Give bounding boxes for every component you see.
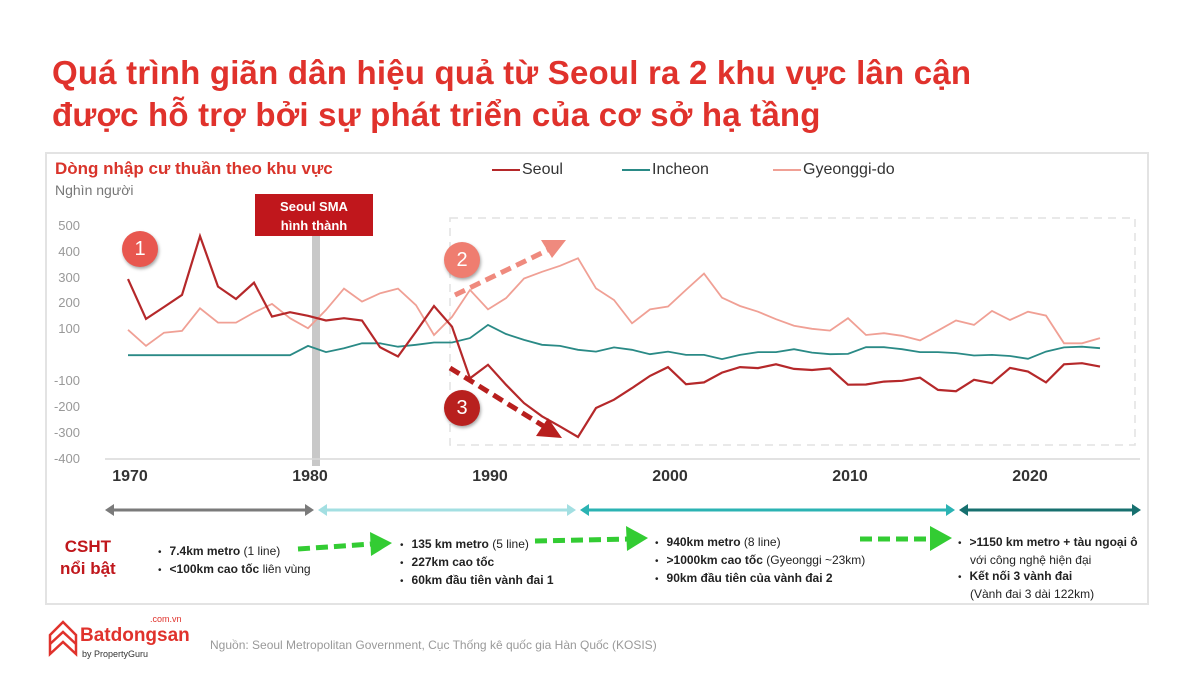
- logo-name: Batdongsan: [80, 625, 190, 646]
- x-tick-label: 1980: [292, 468, 328, 485]
- y-tick-label: -200: [53, 399, 80, 414]
- arrow-2: [453, 240, 566, 298]
- logo-mark: [48, 620, 78, 657]
- item-subline: (Vành đai 3 dài 122km): [970, 587, 1095, 601]
- item-detail: (1 line): [240, 544, 281, 558]
- series-line-seoul: [126, 232, 1101, 439]
- green-arrows: [297, 526, 952, 556]
- item-highlight: 940km metro: [666, 535, 741, 549]
- legend-seoul: Seoul: [492, 161, 563, 179]
- legend-label: Gyeonggi-do: [803, 161, 895, 178]
- y-tick-label: -300: [53, 424, 80, 440]
- legend-swatch: [622, 169, 650, 171]
- legend-incheon: Incheon: [622, 161, 709, 179]
- logo-by: by PropertyGuru: [82, 649, 149, 659]
- infrastructure-item: <100km cao tốc liên vùng: [158, 561, 311, 579]
- item-highlight: 90km đầu tiên của vành đai 2: [666, 571, 833, 585]
- marker-1: 1: [122, 231, 158, 267]
- item-highlight: 60km đầu tiên vành đai 1: [411, 573, 554, 587]
- item-highlight: >1000km cao tốc: [666, 553, 763, 567]
- item-detail: (8 line): [740, 535, 781, 549]
- infrastructure-item: 135 km metro (5 line): [400, 536, 554, 554]
- y-tick-label: 100: [58, 321, 80, 337]
- sma-label-line-2: hình thành: [280, 218, 348, 233]
- chart-title: Dòng nhập cư thuần theo khu vực: [55, 159, 333, 178]
- item-detail: liên vùng: [259, 562, 311, 576]
- item-highlight: <100km cao tốc: [169, 562, 260, 576]
- arrow-3: [448, 365, 562, 438]
- legend-label: Seoul: [522, 161, 563, 178]
- infrastructure-item: 7.4km metro (1 line): [158, 543, 311, 561]
- item-highlight: 135 km metro: [411, 537, 489, 551]
- series-line-gyeonggi-do: [127, 257, 1101, 348]
- legend-label: Incheon: [652, 161, 709, 178]
- infrastructure-item: >1150 km metro + tàu ngoại ô: [958, 534, 1138, 552]
- marker-3: 3: [444, 390, 480, 426]
- marker-2: 2: [444, 242, 480, 278]
- highlight-box: [449, 217, 1136, 446]
- logo-domain: .com.vn: [150, 614, 182, 624]
- infrastructure-item: 60km đầu tiên vành đai 1: [400, 572, 554, 590]
- infrastructure-column: >1150 km metro + tàu ngoại ô với công ngh…: [958, 534, 1138, 602]
- infrastructure-item: 90km đầu tiên của vành đai 2: [655, 570, 865, 588]
- infrastructure-item: >1000km cao tốc (Gyeonggi ~23km): [655, 552, 866, 570]
- y-tick-label: 300: [58, 269, 80, 285]
- item-subline: với công nghệ hiện đại: [970, 553, 1092, 567]
- infrastructure-item: 227km cao tốc: [400, 554, 554, 572]
- legend-gyeonggi: Gyeonggi-do: [773, 161, 895, 179]
- timeline-period-arrow: [959, 504, 1141, 516]
- item-detail: (5 line): [488, 537, 529, 551]
- infrastructure-column: 940km metro (8 line)>1000km cao tốc (Gye…: [655, 534, 866, 588]
- timeline-label: CSHT nổi bật: [60, 536, 116, 580]
- legend-swatch: [492, 169, 520, 171]
- item-highlight: >1150 km metro + tàu ngoại ô: [969, 535, 1138, 549]
- sma-label: Seoul SMA hình thành: [255, 194, 373, 236]
- timeline-label-line-2: nổi bật: [60, 559, 116, 578]
- page-title: Quá trình giãn dân hiệu quả từ Seoul ra …: [52, 52, 971, 136]
- y-tick-label: -100: [53, 373, 80, 389]
- timeline-period-arrow: [318, 504, 576, 516]
- chart-frame: [45, 152, 1149, 605]
- item-highlight: Kết nối 3 vành đai: [969, 569, 1073, 583]
- x-tick-label: 2020: [1012, 468, 1048, 485]
- x-tick-label: 2000: [652, 468, 688, 485]
- infrastructure-column: 135 km metro (5 line)227km cao tốc60km đ…: [400, 536, 554, 590]
- item-detail: (Gyeonggi ~23km): [762, 553, 866, 567]
- legend-swatch: [773, 169, 801, 171]
- infrastructure-column: 7.4km metro (1 line)<100km cao tốc liên …: [158, 543, 311, 579]
- x-tick-label: 1970: [112, 468, 148, 485]
- y-tick-label: 500: [58, 217, 80, 233]
- series-line-incheon: [128, 323, 1101, 361]
- infrastructure-item: Kết nối 3 vành đai: [958, 568, 1138, 586]
- sma-label-line-1: Seoul SMA: [280, 199, 348, 214]
- infrastructure-item: 940km metro (8 line): [655, 534, 865, 552]
- title-line-2: được hỗ trợ bởi sự phát triển của cơ sở …: [52, 96, 821, 133]
- source-note: Nguồn: Seoul Metropolitan Government, Cụ…: [210, 638, 657, 652]
- y-tick-label: 200: [58, 295, 80, 311]
- x-tick-label: 1990: [472, 468, 508, 485]
- timeline-period-arrow: [105, 504, 314, 516]
- timeline-period-arrow: [580, 504, 955, 516]
- y-axis-unit: Nghìn người: [55, 182, 134, 198]
- item-highlight: 227km cao tốc: [411, 555, 495, 569]
- x-tick-label: 2010: [832, 468, 868, 485]
- title-line-1: Quá trình giãn dân hiệu quả từ Seoul ra …: [52, 54, 972, 91]
- y-tick-label: -400: [53, 450, 80, 466]
- timeline-label-line-1: CSHT: [64, 537, 111, 556]
- item-highlight: 7.4km metro: [169, 544, 241, 558]
- y-tick-label: 400: [58, 243, 80, 259]
